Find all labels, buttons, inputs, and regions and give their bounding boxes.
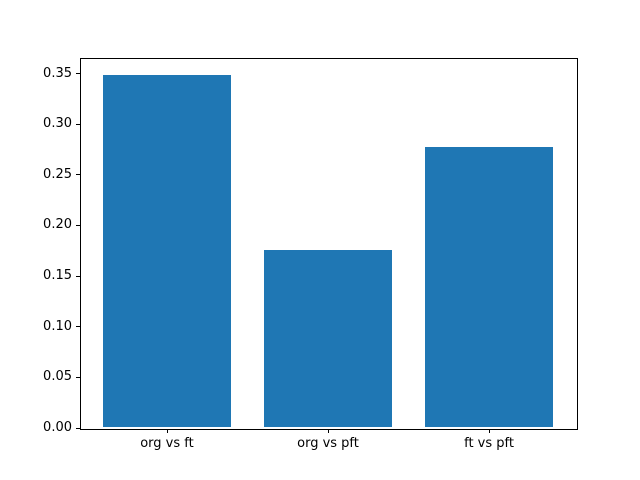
- y-tick-mark: [76, 326, 80, 328]
- y-tick-mark: [76, 275, 80, 277]
- y-tick-mark: [76, 224, 80, 226]
- bar-ft-vs-pft: [424, 147, 554, 428]
- y-tick-mark: [76, 73, 80, 75]
- y-tick-label: 0.30: [43, 116, 72, 132]
- y-tick-label: 0.05: [43, 369, 72, 385]
- y-tick-mark: [76, 427, 80, 429]
- y-tick-mark: [76, 123, 80, 125]
- x-tick-label: org vs pft: [297, 435, 359, 451]
- y-tick-mark: [76, 376, 80, 378]
- x-tick-mark: [489, 428, 491, 433]
- x-tick-mark: [328, 428, 329, 433]
- y-tick-label: 0.20: [43, 217, 72, 233]
- x-tick-label: org vs ft: [140, 435, 194, 451]
- bar-org-vs-pft: [263, 250, 393, 428]
- y-tick-mark: [76, 174, 80, 176]
- y-tick-label: 0.35: [43, 65, 72, 81]
- x-tick-label: ft vs pft: [464, 435, 514, 451]
- y-tick-label: 0.10: [43, 318, 72, 334]
- y-tick-label: 0.25: [43, 166, 72, 182]
- x-tick-mark: [166, 428, 168, 433]
- bar-org-vs-ft: [102, 75, 232, 428]
- y-tick-label: 0.15: [43, 268, 72, 284]
- y-tick-label: 0.00: [43, 420, 72, 435]
